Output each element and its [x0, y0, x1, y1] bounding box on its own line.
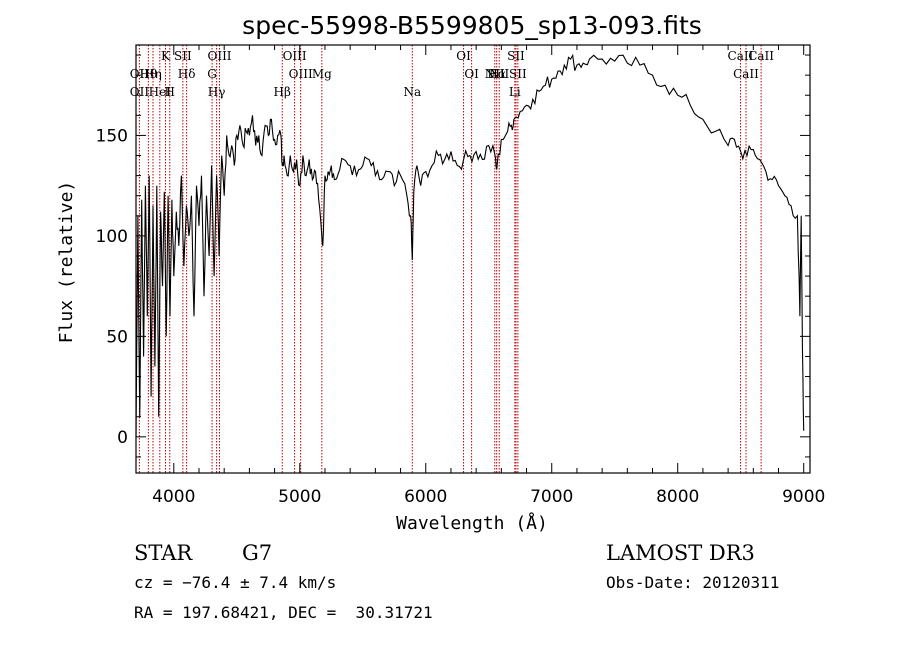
y-axis-ticks: 0 50 100 150 — [96, 54, 810, 458]
line-marker-label: CaII — [748, 49, 774, 63]
object-subclass: G7 — [242, 541, 273, 565]
x-tick-label: 5000 — [278, 487, 321, 507]
line-marker-label: G — [207, 67, 217, 81]
line-marker-label: CaII — [728, 49, 754, 63]
line-marker-label: Hη — [144, 67, 162, 81]
plot-frame — [135, 44, 811, 474]
coordinates: RA = 197.68421, DEC = 30.31721 — [134, 603, 433, 622]
line-marker-label: Li — [509, 85, 521, 99]
y-tick-label: 150 — [96, 126, 128, 146]
line-marker-label: NII — [489, 67, 509, 81]
line-marker-label: Mg — [312, 67, 332, 81]
line-marker-label: HeI — [149, 85, 172, 99]
line-marker-label: Hθ — [139, 67, 157, 81]
line-marker-label: SII — [509, 67, 527, 81]
x-axis-label: Wavelength (Å) — [396, 512, 548, 534]
x-tick-label: 6000 — [404, 487, 447, 507]
y-tick-label: 100 — [96, 227, 128, 247]
line-marker-label: K — [161, 49, 171, 63]
x-axis-ticks: 4000 5000 6000 7000 8000 9000 — [152, 45, 825, 507]
line-marker-label: Hβ — [274, 85, 291, 99]
object-class: STAR — [134, 541, 193, 565]
line-marker-label: Na — [403, 85, 421, 99]
line-marker-label: OII — [130, 67, 150, 81]
survey-name: LAMOST DR3 — [606, 541, 755, 565]
line-marker-label: Hδ — [178, 67, 196, 81]
line-marker-label: OI — [464, 67, 479, 81]
line-marker-label: OIII — [207, 49, 231, 63]
x-tick-label: 7000 — [530, 487, 573, 507]
spectrum-line — [135, 53, 805, 437]
line-marker-label: CaII — [733, 67, 759, 81]
line-marker-label: SII — [507, 49, 525, 63]
x-tick-label: 8000 — [656, 487, 699, 507]
line-marker-label: OIII — [289, 67, 313, 81]
y-tick-label: 50 — [106, 327, 128, 347]
chart-title: spec-55998-B5599805_sp13-093.fits — [242, 11, 702, 40]
x-tick-label: 4000 — [152, 487, 195, 507]
redshift-velocity: cz = −76.4 ± 7.4 km/s — [134, 573, 337, 592]
line-marker-label: OI — [456, 49, 471, 63]
line-marker-label: H — [165, 85, 175, 99]
line-marker-label: Hα — [487, 67, 506, 81]
y-axis-label: Flux (relative) — [56, 181, 77, 344]
line-markers — [138, 45, 762, 473]
line-marker-label: Hγ — [208, 85, 226, 99]
observation-date: Obs-Date: 20120311 — [606, 573, 780, 592]
line-marker-label: NII — [485, 67, 505, 81]
y-tick-label: 0 — [117, 428, 128, 448]
line-marker-label: OII — [130, 85, 150, 99]
x-tick-label: 9000 — [782, 487, 825, 507]
line-marker-label: OIII — [283, 49, 307, 63]
line-marker-label: SII — [174, 49, 192, 63]
